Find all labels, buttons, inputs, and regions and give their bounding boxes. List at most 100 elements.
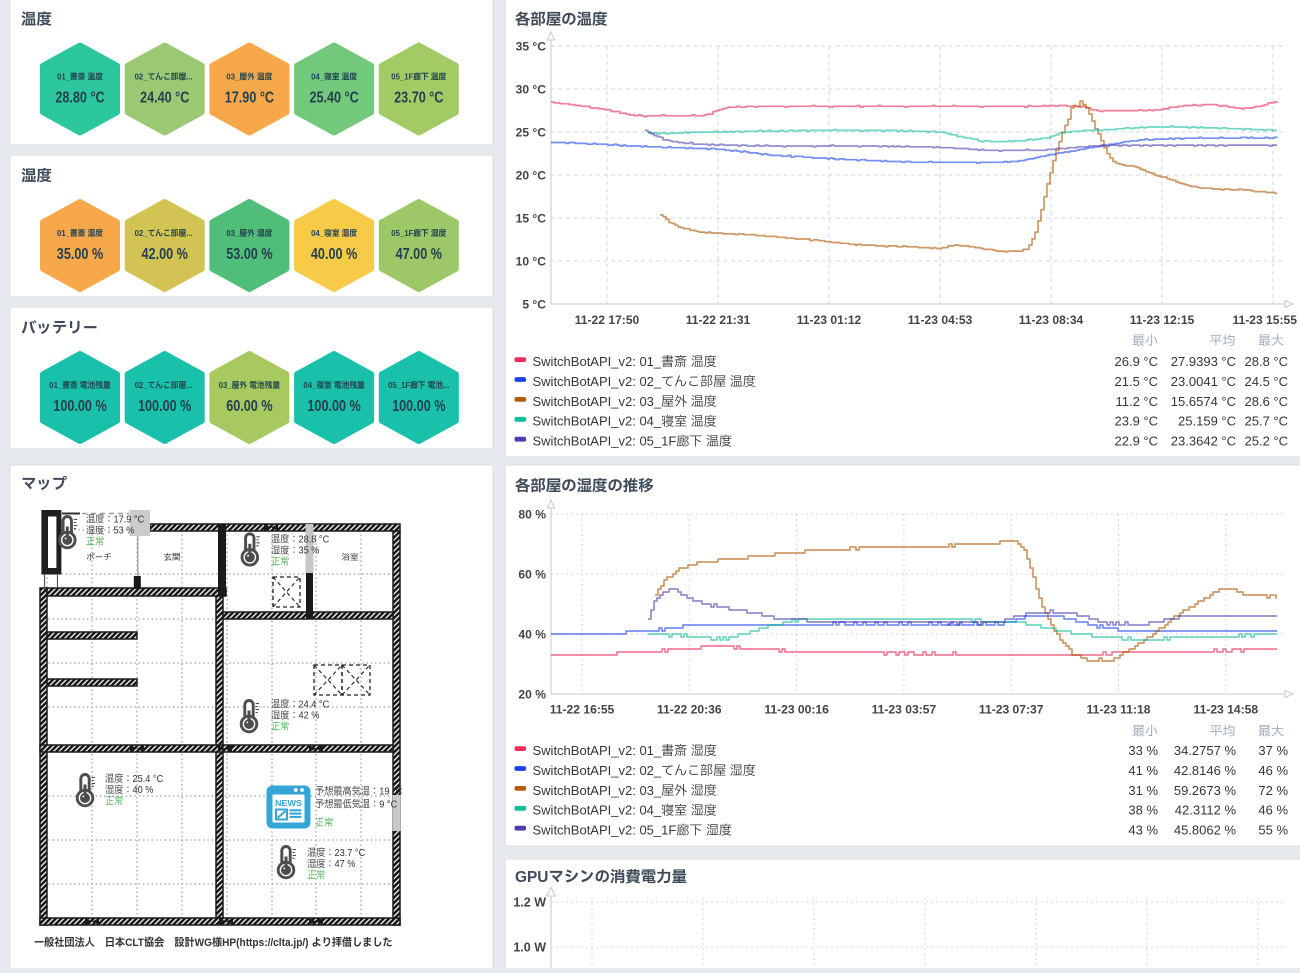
svg-text:11-23 03:57: 11-23 03:57: [872, 703, 937, 717]
svg-text:72 %: 72 %: [1258, 783, 1288, 798]
svg-text:11-23 11:18: 11-23 11:18: [1087, 703, 1151, 717]
svg-text:SwitchBotAPI_v2: 01_: SwitchBotAPI_v2: 01_: [533, 354, 662, 369]
svg-text:SwitchBotAPI_v2: 04_: SwitchBotAPI_v2: 04_: [533, 414, 662, 429]
svg-text:11-23 07:37: 11-23 07:37: [979, 703, 1044, 717]
svg-text:11-22 16:55: 11-22 16:55: [550, 703, 615, 717]
svg-text:03_: 03_: [226, 72, 239, 81]
svg-text:04_: 04_: [303, 381, 316, 390]
svg-text:46 %: 46 %: [1258, 763, 1288, 778]
svg-text:01_: 01_: [57, 72, 70, 81]
svg-text:23.3642 °C: 23.3642 °C: [1171, 434, 1236, 449]
svg-text:21.5 °C: 21.5 °C: [1115, 374, 1159, 389]
svg-text:02_: 02_: [135, 381, 148, 390]
svg-text:CLT: CLT: [125, 937, 144, 949]
svg-text:53.00 %: 53.00 %: [226, 246, 272, 263]
svg-text:25 °C: 25 °C: [516, 126, 547, 140]
svg-text:11.2 °C: 11.2 °C: [1115, 394, 1158, 409]
svg-text:100.00 %: 100.00 %: [392, 398, 445, 415]
svg-text:25.4 °C: 25.4 °C: [133, 774, 164, 786]
svg-text:19 °C: 19 °C: [379, 786, 402, 798]
svg-text:17.9 °C: 17.9 °C: [114, 514, 145, 526]
svg-text:47.00 %: 47.00 %: [396, 246, 442, 263]
svg-text:31 %: 31 %: [1128, 783, 1158, 798]
svg-text:34.2757 %: 34.2757 %: [1174, 743, 1237, 758]
svg-text:20 °C: 20 °C: [516, 169, 547, 183]
svg-text:42.8146 %: 42.8146 %: [1174, 763, 1237, 778]
svg-text:...: ...: [186, 381, 192, 390]
svg-text:23.9 °C: 23.9 °C: [1115, 414, 1159, 429]
svg-text:SwitchBotAPI_v2: 05_1F: SwitchBotAPI_v2: 05_1F: [533, 434, 677, 449]
svg-text:38 %: 38 %: [1128, 803, 1158, 818]
svg-text:SwitchBotAPI_v2: 01_: SwitchBotAPI_v2: 01_: [533, 743, 662, 758]
svg-text:10 °C: 10 °C: [516, 255, 547, 269]
svg-text:SwitchBotAPI_v2: 02_: SwitchBotAPI_v2: 02_: [533, 374, 662, 389]
svg-text:33 %: 33 %: [1128, 743, 1158, 758]
svg-text:SwitchBotAPI_v2: 03_: SwitchBotAPI_v2: 03_: [533, 783, 662, 798]
svg-text:28.8 °C: 28.8 °C: [1245, 354, 1289, 369]
svg-text:28.6 °C: 28.6 °C: [1245, 394, 1289, 409]
svg-text:60 %: 60 %: [518, 568, 546, 582]
svg-text:11-23 04:53: 11-23 04:53: [908, 313, 973, 327]
svg-text:11-22 20:36: 11-22 20:36: [657, 703, 722, 717]
svg-text:20 %: 20 %: [518, 688, 546, 702]
svg-text:01_: 01_: [49, 381, 62, 390]
svg-text:25.7 °C: 25.7 °C: [1245, 414, 1289, 429]
svg-text:27.9393 °C: 27.9393 °C: [1171, 354, 1236, 369]
svg-text:5 °C: 5 °C: [522, 298, 546, 312]
svg-text:25.40 °C: 25.40 °C: [309, 90, 358, 107]
svg-text:37 %: 37 %: [1258, 743, 1288, 758]
svg-text:41 %: 41 %: [1128, 763, 1158, 778]
svg-text:43 %: 43 %: [1128, 823, 1158, 838]
svg-text:100.00 %: 100.00 %: [138, 398, 191, 415]
svg-text:28.8 °C: 28.8 °C: [299, 534, 330, 546]
svg-text:23.70 °C: 23.70 °C: [394, 90, 443, 107]
svg-text:11-23 12:15: 11-23 12:15: [1130, 313, 1195, 327]
svg-text:23.7 °C: 23.7 °C: [335, 848, 366, 860]
svg-text:55 %: 55 %: [1258, 823, 1288, 838]
svg-text:11-23 15:55: 11-23 15:55: [1232, 313, 1297, 327]
svg-text:11-23 14:58: 11-23 14:58: [1194, 703, 1259, 717]
svg-text:53 %: 53 %: [114, 525, 135, 537]
svg-text:22.9 °C: 22.9 °C: [1115, 434, 1159, 449]
svg-text:04_: 04_: [311, 72, 324, 81]
svg-text:SwitchBotAPI_v2: 04_: SwitchBotAPI_v2: 04_: [533, 803, 662, 818]
svg-text:15 °C: 15 °C: [516, 212, 547, 226]
svg-text:11-22 21:31: 11-22 21:31: [686, 313, 751, 327]
svg-text:11-23 01:12: 11-23 01:12: [797, 313, 862, 327]
svg-text:60.00 %: 60.00 %: [226, 398, 272, 415]
svg-text:23.0041 °C: 23.0041 °C: [1171, 374, 1236, 389]
svg-text:40 %: 40 %: [133, 785, 154, 797]
svg-text:SwitchBotAPI_v2: 03_: SwitchBotAPI_v2: 03_: [533, 394, 662, 409]
svg-text:100.00 %: 100.00 %: [53, 398, 106, 415]
svg-text:GPU: GPU: [515, 869, 548, 886]
svg-text:11-23 08:34: 11-23 08:34: [1019, 313, 1084, 327]
svg-text:46 %: 46 %: [1258, 803, 1288, 818]
svg-text:28.80 °C: 28.80 °C: [55, 90, 104, 107]
svg-text:05_1F: 05_1F: [391, 72, 413, 81]
svg-text:01_: 01_: [57, 229, 70, 238]
svg-text:24.4 °C: 24.4 °C: [299, 699, 330, 711]
svg-text:100.00 %: 100.00 %: [307, 398, 360, 415]
svg-text:05_1F: 05_1F: [388, 381, 410, 390]
svg-text:42 %: 42 %: [299, 710, 320, 722]
svg-text:25.2 °C: 25.2 °C: [1245, 434, 1289, 449]
svg-text:24.5 °C: 24.5 °C: [1245, 374, 1289, 389]
svg-text:02_: 02_: [135, 229, 148, 238]
svg-text:42.3112 %: 42.3112 %: [1175, 803, 1237, 818]
svg-text:03_: 03_: [219, 381, 232, 390]
svg-text:HP(https://clta.jp/): HP(https://clta.jp/): [222, 937, 308, 949]
svg-text:1.2 W: 1.2 W: [513, 896, 546, 910]
svg-text:45.8062 %: 45.8062 %: [1174, 823, 1237, 838]
svg-text:17.90 °C: 17.90 °C: [225, 90, 274, 107]
svg-text:SwitchBotAPI_v2: 05_1F: SwitchBotAPI_v2: 05_1F: [533, 823, 677, 838]
svg-text:26.9 °C: 26.9 °C: [1115, 354, 1159, 369]
svg-text:04_: 04_: [311, 229, 324, 238]
svg-text:02_: 02_: [135, 72, 148, 81]
svg-text:...: ...: [186, 72, 192, 81]
svg-text:35.00 %: 35.00 %: [57, 246, 103, 263]
svg-text:24.40 °C: 24.40 °C: [140, 90, 189, 107]
svg-text:35 %: 35 %: [299, 545, 320, 557]
svg-text:42.00 %: 42.00 %: [142, 246, 188, 263]
svg-text:59.2673 %: 59.2673 %: [1174, 783, 1237, 798]
svg-text:11-23 00:16: 11-23 00:16: [764, 703, 829, 717]
